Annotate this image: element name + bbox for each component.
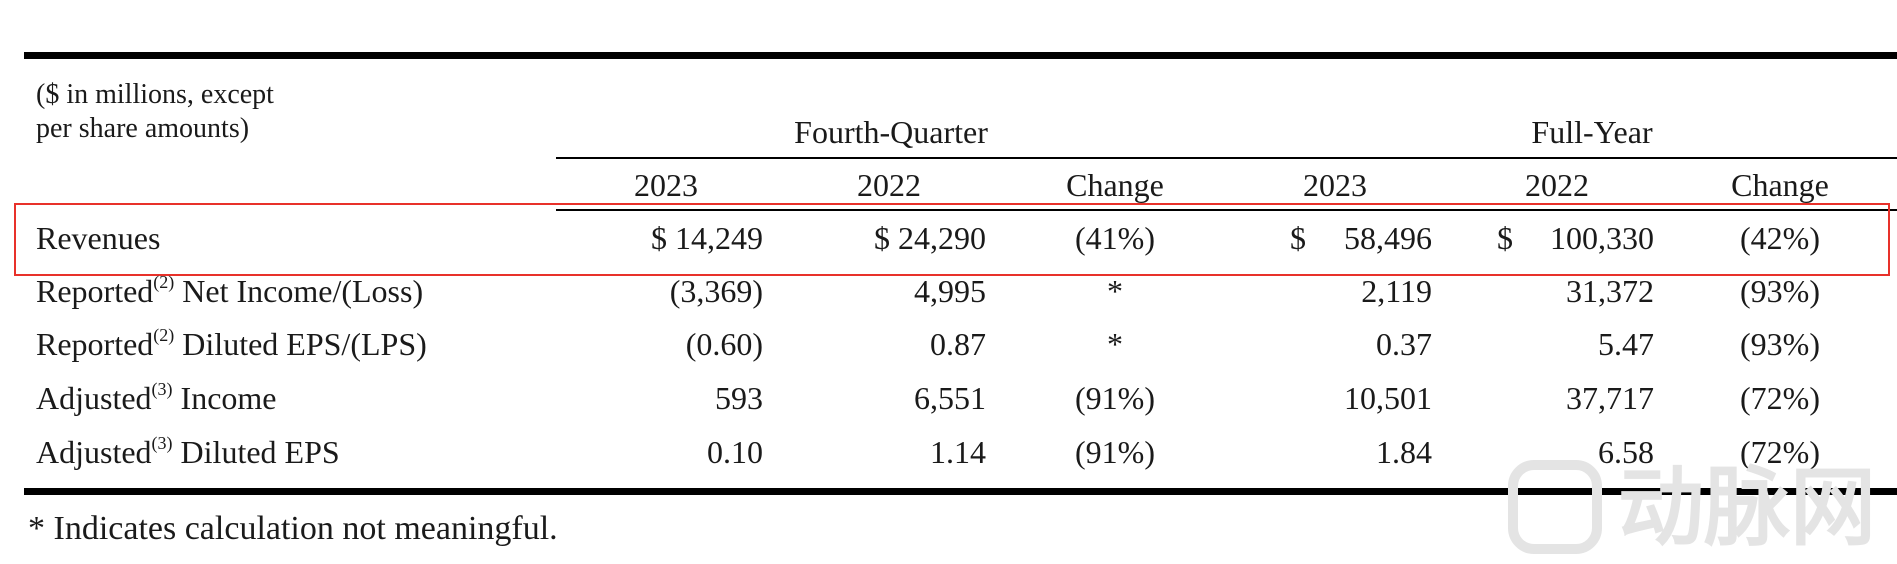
cell-q4-2022: $ 24,290 xyxy=(874,220,986,256)
row-label-footnote-ref: (3) xyxy=(151,433,173,453)
cell-q4-2023: (3,369) xyxy=(669,273,763,309)
column-header-q4-change: Change xyxy=(1066,167,1164,203)
cell-q4-change: * xyxy=(1107,273,1123,309)
row-label-main: Adjusted xyxy=(36,380,152,416)
column-header-fy-2023: 2023 xyxy=(1303,167,1367,203)
cell-q4-change: (41%) xyxy=(1075,220,1155,256)
row-label: Reported(2) Diluted EPS/(LPS) xyxy=(36,326,427,362)
cell-fy-2023: 1.84 xyxy=(1376,434,1432,470)
cell-fy-2022: 6.58 xyxy=(1598,434,1654,470)
cell-q4-2022: 1.14 xyxy=(930,434,986,470)
row-label-rest: Diluted EPS/(LPS) xyxy=(174,326,427,362)
fourth-quarter-header-rule xyxy=(556,157,1011,159)
full-year-header-rule xyxy=(1011,157,1897,159)
units-note-line-1: ($ in millions, except xyxy=(36,79,274,110)
row-label-rest: Diluted EPS xyxy=(172,434,340,470)
row-label: Revenues xyxy=(36,220,160,256)
column-header-fy-change: Change xyxy=(1731,167,1829,203)
cell-fy-change: (93%) xyxy=(1740,273,1820,309)
top-rule xyxy=(24,52,1897,59)
row-label-footnote-ref: (3) xyxy=(151,379,173,399)
row-label: Reported(2) Net Income/(Loss) xyxy=(36,273,423,309)
cell-fy-change: (72%) xyxy=(1740,380,1820,416)
row-label-main: Reported xyxy=(36,326,154,362)
cell-q4-2023: $ 14,249 xyxy=(651,220,763,256)
group-header-full-year: Full-Year xyxy=(1531,114,1653,150)
row-label: Adjusted(3) Income xyxy=(36,380,277,416)
column-header-rule xyxy=(556,209,1897,211)
row-label-footnote-ref: (2) xyxy=(153,325,175,345)
cell-q4-2023: 593 xyxy=(715,380,763,416)
cell-fy-2022: 37,717 xyxy=(1566,380,1654,416)
group-header-fourth-quarter: Fourth-Quarter xyxy=(794,114,988,150)
cell-q4-change: * xyxy=(1107,326,1123,362)
revenues-row-highlight xyxy=(14,203,1890,276)
cell-fy-2022: 31,372 xyxy=(1566,273,1654,309)
row-label-main: Reported xyxy=(36,273,154,309)
cell-fy-2023: 58,496 xyxy=(1344,220,1432,256)
cell-fy-2022: 100,330 xyxy=(1550,220,1654,256)
cell-fy-2023-currency: $ xyxy=(1290,220,1306,256)
cell-fy-change: (72%) xyxy=(1740,434,1820,470)
bottom-rule xyxy=(24,488,1897,495)
row-label: Adjusted(3) Diluted EPS xyxy=(36,434,340,470)
cell-fy-2023: 2,119 xyxy=(1361,273,1432,309)
cell-fy-2022-currency: $ xyxy=(1497,220,1513,256)
cell-q4-2022: 0.87 xyxy=(930,326,986,362)
cell-fy-change: (42%) xyxy=(1740,220,1820,256)
column-header-q4-2022: 2022 xyxy=(857,167,921,203)
row-label-rest: Income xyxy=(172,380,277,416)
cell-fy-2022: 5.47 xyxy=(1598,326,1654,362)
column-header-fy-2022: 2022 xyxy=(1525,167,1589,203)
cell-fy-change: (93%) xyxy=(1740,326,1820,362)
cell-q4-2023: 0.10 xyxy=(707,434,763,470)
row-label-main: Revenues xyxy=(36,220,161,256)
footnote: * Indicates calculation not meaningful. xyxy=(28,510,558,547)
row-label-main: Adjusted xyxy=(36,434,152,470)
row-label-rest: Net Income/(Loss) xyxy=(174,273,424,309)
column-header-q4-2023: 2023 xyxy=(634,167,698,203)
watermark-logo-icon xyxy=(1508,460,1602,554)
watermark-text: 动脉网 xyxy=(1618,458,1876,558)
cell-q4-2023: (0.60) xyxy=(685,326,763,362)
row-label-footnote-ref: (2) xyxy=(153,272,175,292)
cell-q4-2022: 6,551 xyxy=(914,380,986,416)
cell-q4-change: (91%) xyxy=(1075,380,1155,416)
units-note-line-2: per share amounts) xyxy=(36,113,250,144)
cell-fy-2023: 0.37 xyxy=(1376,326,1432,362)
cell-q4-change: (91%) xyxy=(1075,434,1155,470)
cell-q4-2022: 4,995 xyxy=(914,273,986,309)
cell-fy-2023: 10,501 xyxy=(1344,380,1432,416)
